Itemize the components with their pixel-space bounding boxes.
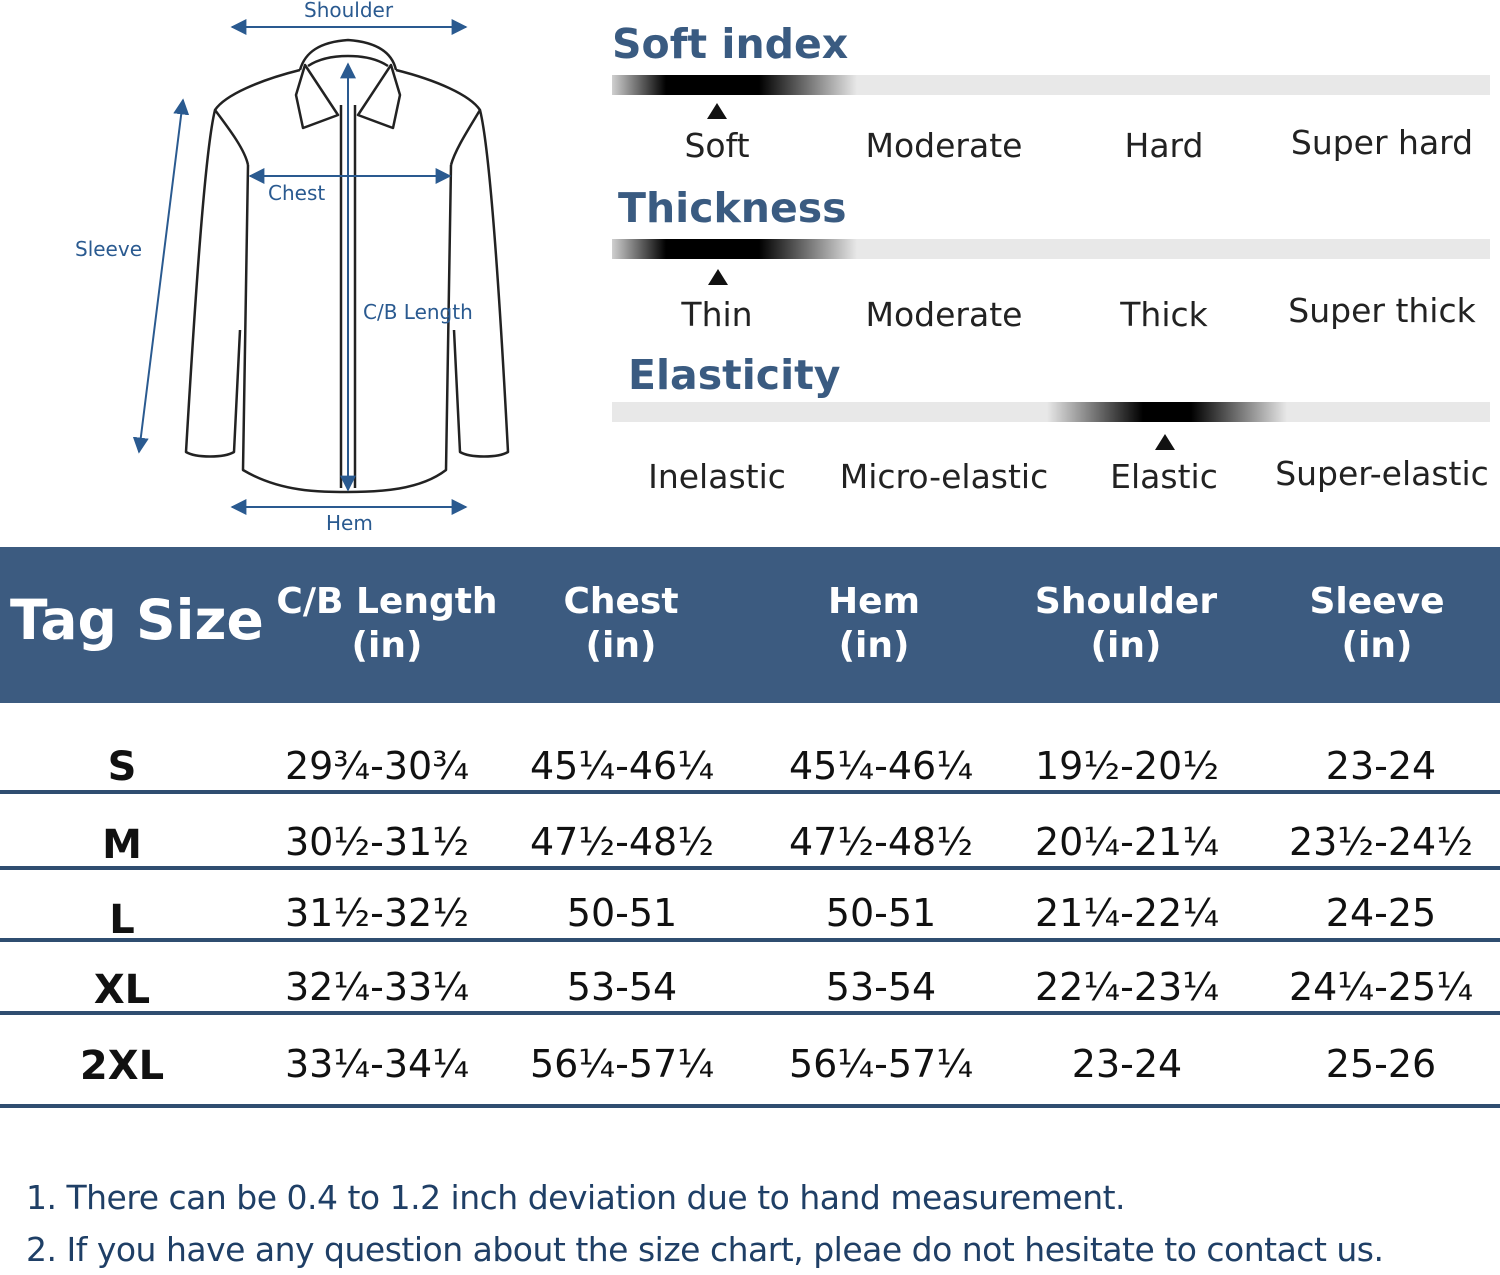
scale-marker-icon [708, 269, 728, 285]
tag-size-header: Tag Size [10, 588, 264, 652]
scale-bar [612, 402, 1490, 422]
scale-title: Thickness [618, 184, 847, 232]
column-header-unit: (in) [1341, 625, 1413, 666]
column-header-label: Chest [563, 581, 679, 622]
cell-cb-length: 32¼-33¼ [284, 965, 470, 1009]
cell-sleeve: 24¼-25¼ [1288, 965, 1474, 1009]
row-divider [0, 866, 1500, 870]
column-header-shoulder: Shoulder (in) [1035, 580, 1217, 668]
note-measurement-deviation: 1. There can be 0.4 to 1.2 inch deviatio… [26, 1178, 1126, 1217]
row-size-label: M [102, 822, 142, 868]
cell-chest: 50-51 [566, 891, 678, 935]
cell-sleeve: 23-24 [1325, 744, 1437, 788]
row-size-label: S [107, 744, 137, 790]
cell-cb-length: 30½-31½ [284, 820, 470, 864]
column-header-hem: Hem (in) [828, 580, 920, 668]
cell-shoulder: 22¼-23¼ [1034, 965, 1220, 1009]
scale-option: Super-elastic [1275, 454, 1489, 493]
cell-chest: 56¼-57¼ [529, 1042, 715, 1086]
scale-marker-icon [1155, 434, 1175, 450]
scale-bar [612, 75, 1490, 95]
column-header-sleeve: Sleeve (in) [1310, 580, 1445, 668]
hem-dimension-label: Hem [326, 511, 373, 535]
cell-hem: 45¼-46¼ [788, 744, 974, 788]
shirt-outline-illustration [132, 19, 510, 515]
column-header-label: Shoulder [1034, 581, 1218, 622]
cell-hem: 53-54 [825, 965, 937, 1009]
cell-shoulder: 23-24 [1071, 1042, 1183, 1086]
column-header-cb-length: C/B Length (in) [276, 580, 497, 668]
cell-shoulder: 20¼-21¼ [1034, 820, 1220, 864]
cell-cb-length: 33¼-34¼ [284, 1042, 470, 1086]
cell-hem: 56¼-57¼ [788, 1042, 974, 1086]
column-header-unit: (in) [351, 625, 423, 666]
cb-length-dimension-label: C/B Length [363, 300, 473, 324]
scale-title: Elasticity [628, 351, 841, 399]
column-header-label: Hem [827, 581, 921, 622]
cell-cb-length: 29¾-30¾ [284, 744, 470, 788]
scale-indicator-gradient [1047, 402, 1287, 422]
cell-shoulder: 21¼-22¼ [1034, 891, 1220, 935]
scale-option: Thin [681, 295, 753, 334]
scale-indicator-gradient [612, 239, 857, 259]
scale-marker-icon [707, 103, 727, 119]
cell-sleeve: 24-25 [1325, 891, 1437, 935]
cell-sleeve: 23½-24½ [1288, 820, 1474, 864]
sleeve-dimension-label: Sleeve [75, 237, 143, 261]
scale-bar [612, 239, 1490, 259]
cell-chest: 47½-48½ [529, 820, 715, 864]
cell-cb-length: 31½-32½ [284, 891, 470, 935]
scale-option: Super hard [1290, 123, 1474, 162]
row-divider [0, 938, 1500, 942]
row-divider [0, 790, 1500, 794]
row-size-label: 2XL [79, 1043, 165, 1089]
row-size-label: L [109, 897, 135, 943]
scale-option: Moderate [865, 295, 1023, 334]
column-header-label: Sleeve [1309, 581, 1445, 622]
cell-hem: 47½-48½ [788, 820, 974, 864]
scale-option: Inelastic [648, 457, 786, 496]
column-header-chest: Chest (in) [563, 580, 678, 668]
cell-hem: 50-51 [825, 891, 937, 935]
note-contact-us: 2. If you have any question about the si… [26, 1230, 1384, 1269]
scale-option: Super thick [1288, 291, 1476, 330]
chest-dimension-label: Chest [268, 181, 326, 205]
column-header-label: C/B Length [276, 581, 498, 622]
cell-sleeve: 25-26 [1325, 1042, 1437, 1086]
row-size-label: XL [93, 967, 151, 1013]
shoulder-dimension-label: Shoulder [304, 0, 394, 22]
scale-option: Micro-elastic [839, 457, 1049, 496]
row-divider [0, 1104, 1500, 1108]
scale-option: Soft [684, 126, 750, 165]
scale-option: Elastic [1110, 457, 1218, 496]
cell-chest: 45¼-46¼ [529, 744, 715, 788]
column-header-unit: (in) [838, 625, 910, 666]
size-table-header [0, 547, 1500, 703]
scale-title: Soft index [612, 20, 849, 68]
column-header-unit: (in) [585, 625, 657, 666]
cell-chest: 53-54 [566, 965, 678, 1009]
scale-option: Hard [1124, 126, 1204, 165]
row-divider [0, 1011, 1500, 1015]
scale-indicator-gradient [612, 75, 857, 95]
scale-option: Thick [1120, 295, 1208, 334]
cell-shoulder: 19½-20½ [1034, 744, 1220, 788]
scale-option: Moderate [865, 126, 1023, 165]
shirt-measurement-diagram: Shoulder Chest Sleeve C/B Length Hem [0, 0, 600, 545]
column-header-unit: (in) [1090, 625, 1162, 666]
